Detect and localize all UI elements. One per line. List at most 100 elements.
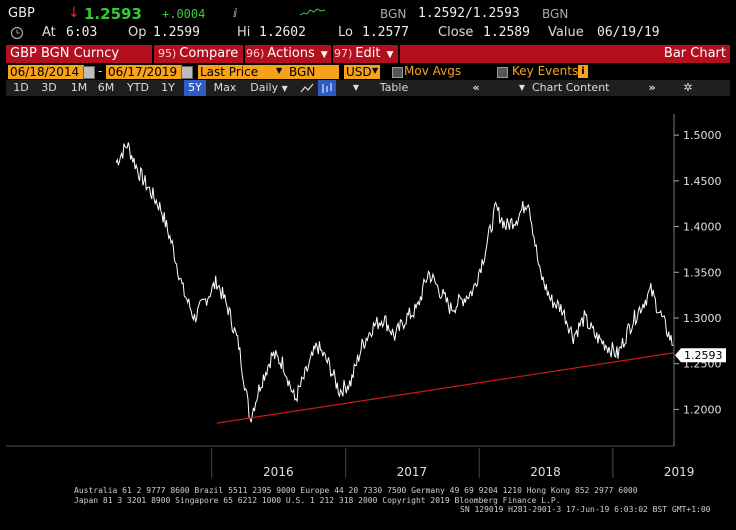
close-label: Close — [438, 25, 474, 40]
chart-parameters: 06/18/2014 - 06/17/2019 Last Price ▼ BGN… — [6, 64, 730, 80]
collapse-left-icon[interactable]: « — [472, 81, 480, 94]
y-tick-label: 1.5000 — [683, 129, 722, 142]
price-field-dropdown-icon[interactable]: ▼ — [276, 66, 283, 75]
x-axis-dividers — [211, 448, 614, 478]
time-value: 6:03 — [66, 25, 98, 40]
info-icon[interactable]: i — [578, 65, 588, 78]
low-value: 1.2577 — [362, 25, 409, 40]
currency-select[interactable]: USD — [344, 65, 380, 79]
footer-serial: SN 129019 H281-2901-3 17-Jun-19 6:03:02 … — [460, 505, 711, 514]
value-label: Value — [548, 25, 584, 40]
y-tick-label: 1.3500 — [683, 266, 722, 279]
actions-label: Actions — [267, 46, 315, 61]
period-5y[interactable]: 5Y — [184, 80, 206, 96]
mov-avgs-checkbox[interactable] — [392, 67, 403, 78]
table-button[interactable]: Table — [379, 81, 409, 94]
time-label: At — [42, 25, 56, 40]
period-3d[interactable]: 3D — [41, 81, 57, 94]
calendar-icon[interactable] — [83, 66, 95, 79]
down-arrow-icon: ↓ — [68, 5, 80, 21]
collapse-right-icon[interactable]: » — [648, 81, 656, 94]
security-field[interactable]: GBP BGN Curncy — [10, 45, 148, 63]
actions-dropdown-icon: ▼ — [320, 50, 328, 60]
bar-chart-icon[interactable] — [318, 80, 336, 96]
x-tick-label: 2017 — [397, 465, 428, 479]
key-events-label[interactable]: Key Events — [512, 64, 579, 78]
last-price-tag — [675, 348, 726, 363]
quote-source-label: BGN — [380, 7, 407, 21]
frequency-dropdown-icon: ▼ — [281, 84, 288, 93]
actions-number: 96) — [246, 47, 265, 60]
source-field[interactable]: BGN — [287, 65, 339, 79]
currency-dropdown-icon[interactable]: ▼ — [372, 66, 379, 75]
price-series — [115, 142, 674, 423]
quote-line: GBP ↓ 1.2593 +.0004 ⅈ BGN 1.2592/1.2593 … — [0, 4, 736, 26]
y-tick-label: 1.3000 — [683, 312, 722, 325]
value-date: 06/19/19 — [597, 25, 660, 40]
open-label: Op — [128, 25, 147, 40]
compare-number: 95) — [158, 47, 177, 60]
frequency-select[interactable]: Daily ▼ — [244, 80, 294, 96]
function-bar: GBP BGN Curncy 95) Compare 96) Actions ▼ 97… — [6, 45, 730, 63]
y-axis-ticks: 1.50001.45001.40001.35001.30001.25001.20… — [674, 129, 722, 416]
calendar-icon-2[interactable] — [181, 66, 193, 79]
gear-icon[interactable]: ✲ — [683, 81, 693, 94]
y-tick-label: 1.4500 — [683, 175, 722, 188]
edit-dropdown-icon: ▼ — [386, 50, 394, 60]
trendline-series — [216, 352, 675, 424]
chart-content-dropdown-icon[interactable]: ▼ — [518, 83, 526, 92]
start-date-field[interactable]: 06/18/2014 — [8, 65, 84, 79]
footer-contacts-1: Australia 61 2 9777 8600 Brazil 5511 239… — [74, 486, 638, 495]
price-chart[interactable]: 1.50001.45001.40001.35001.30001.25001.20… — [0, 98, 736, 486]
high-value: 1.2602 — [259, 25, 306, 40]
y-tick-label: 1.4000 — [683, 221, 722, 234]
chart-toolbar: 1D 3D 1M 6M YTD 1Y 5Y Max Daily ▼ ▼ Tabl… — [6, 80, 730, 96]
close-value: 1.2589 — [483, 25, 530, 40]
low-label: Lo — [338, 25, 353, 40]
end-date-field[interactable]: 06/17/2019 — [106, 65, 182, 79]
price-field-select[interactable]: Last Price — [198, 65, 288, 79]
tick-sparkline-icon: ⅈ — [233, 6, 238, 20]
compare-button[interactable]: 95) Compare — [158, 45, 258, 63]
security-name: GBP BGN Curncy — [10, 46, 120, 61]
period-ytd[interactable]: YTD — [127, 81, 149, 94]
line-chart-icon[interactable] — [298, 80, 316, 96]
frequency-label: Daily — [250, 81, 279, 94]
mov-avgs-label[interactable]: Mov Avgs — [404, 64, 462, 78]
open-value: 1.2599 — [153, 25, 200, 40]
period-1d[interactable]: 1D — [13, 81, 29, 94]
date-separator: - — [98, 64, 103, 78]
edit-button[interactable]: 97) Edit ▼ — [334, 45, 398, 63]
price-line — [115, 142, 674, 423]
y-tick-label: 1.2000 — [683, 403, 722, 416]
period-1m[interactable]: 1M — [70, 81, 88, 94]
net-change: +.0004 — [162, 7, 206, 21]
period-1y[interactable]: 1Y — [161, 81, 175, 94]
clock-icon — [10, 26, 24, 40]
last-price-label: 1.2593 — [675, 348, 726, 363]
compare-label: Compare — [179, 46, 239, 61]
actions-button[interactable]: 96) Actions ▼ — [246, 45, 334, 63]
x-axis-ticks: 2016 2017 2018 2019 — [263, 465, 694, 479]
chart-type-label: Bar Chart — [663, 46, 726, 61]
high-label: Hi — [237, 25, 251, 40]
ticker-label: GBP — [8, 6, 35, 21]
trend-line — [216, 352, 675, 424]
footer-contacts-2: Japan 81 3 3201 8900 Singapore 65 6212 1… — [74, 496, 561, 505]
edit-number: 97) — [334, 47, 353, 60]
bid-ask: 1.2592/1.2593 — [418, 6, 520, 21]
chart-type-dropdown-icon[interactable]: ▼ — [352, 83, 360, 92]
quote-stats: At 6:03 Op 1.2599 Hi 1.2602 Lo 1.2577 Cl… — [0, 25, 736, 43]
x-tick-label: 2016 — [263, 465, 294, 479]
period-6m[interactable]: 6M — [97, 81, 115, 94]
key-events-checkbox[interactable] — [497, 67, 508, 78]
intraday-sparkline-icon — [300, 8, 326, 16]
chart-content-button[interactable]: Chart Content — [532, 81, 610, 94]
last-price-tag-text: 1.2593 — [684, 349, 723, 362]
last-price: 1.2593 — [84, 5, 142, 23]
x-tick-label: 2018 — [530, 465, 561, 479]
quote-source-label-2: BGN — [542, 7, 569, 21]
x-tick-label: 2019 — [664, 465, 695, 479]
edit-label: Edit — [355, 46, 381, 61]
period-max[interactable]: Max — [213, 81, 237, 94]
